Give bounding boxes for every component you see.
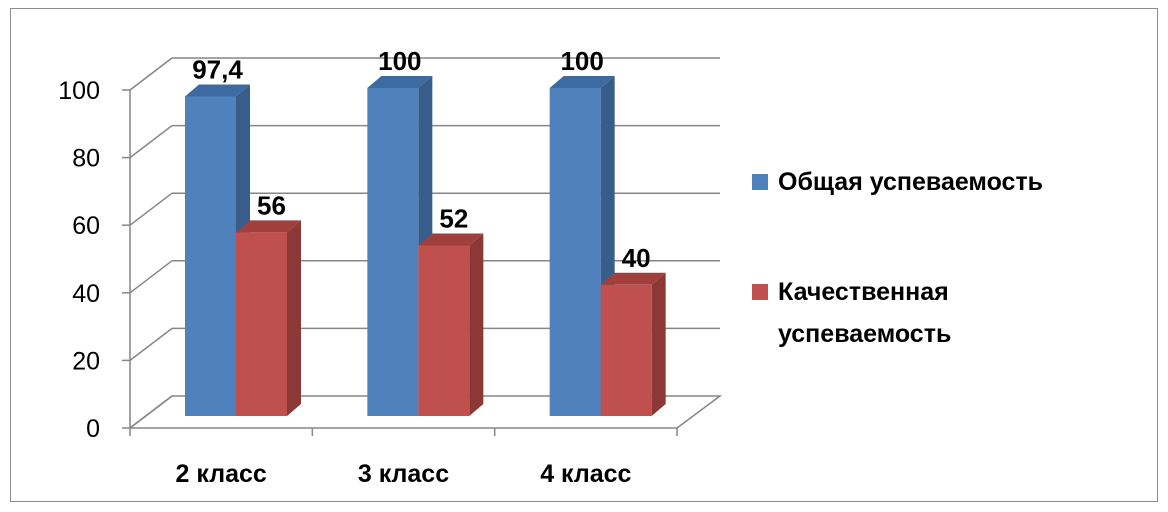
bar-quality [418, 233, 484, 416]
x-category-label: 4 класс [540, 460, 631, 488]
x-category-label: 3 класс [358, 460, 449, 488]
data-label: 97,4 [192, 55, 243, 85]
legend-swatch [752, 174, 768, 190]
chart-bars [185, 76, 666, 416]
bar-top [185, 84, 250, 97]
legend-label: Качественная [778, 278, 949, 306]
bar-front [549, 88, 601, 416]
bar-top [549, 76, 615, 88]
y-tick-label: 0 [86, 415, 100, 443]
bar-top [236, 220, 301, 233]
bar-quality [600, 272, 666, 416]
bar-side [469, 233, 484, 416]
y-tick-label: 100 [58, 77, 100, 105]
x-category-label: 2 класс [176, 460, 267, 488]
data-label: 100 [560, 46, 603, 76]
y-tick-label: 40 [72, 280, 100, 308]
bar-front [236, 232, 287, 416]
bar-front [418, 245, 470, 416]
y-tick-label: 60 [72, 212, 100, 240]
bar-side [287, 220, 301, 416]
bar-top [367, 76, 433, 88]
data-label: 56 [257, 190, 286, 220]
chart-legend: Общая успеваемость Качественная успеваемос… [752, 168, 1043, 348]
chart-axes: 0 20 40 60 80 100 2 класс 3 класс 4 класс [58, 77, 678, 488]
grid-depth-line [129, 327, 173, 361]
y-tick-label: 20 [72, 347, 100, 375]
grid-depth-line [129, 260, 173, 294]
data-label: 40 [622, 243, 651, 273]
grid-depth-line [129, 192, 173, 226]
y-tick-label: 80 [72, 145, 100, 173]
legend-label: успеваемость [778, 320, 951, 348]
grid-depth-line [129, 57, 173, 91]
bar-front [367, 88, 419, 416]
data-label: 100 [378, 46, 421, 76]
bar-top [600, 272, 666, 285]
bar-side [651, 272, 666, 416]
bar-front [600, 284, 652, 416]
grid-depth-line [129, 125, 173, 159]
bar-front [185, 96, 236, 416]
chart-labels: 97,4 56 100 52 100 40 [192, 46, 650, 273]
data-label: 52 [439, 203, 468, 233]
bar-top [418, 233, 484, 246]
legend-label: Общая успеваемость [778, 168, 1043, 196]
legend-swatch [752, 284, 768, 300]
bar-quality [236, 220, 301, 416]
